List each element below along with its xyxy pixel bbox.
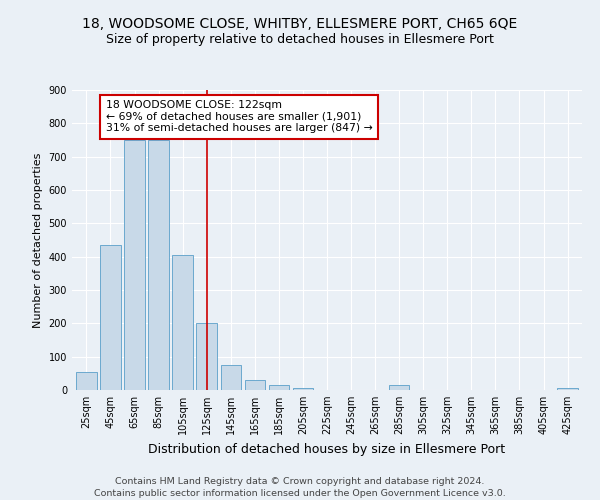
Text: 18 WOODSOME CLOSE: 122sqm
← 69% of detached houses are smaller (1,901)
31% of se: 18 WOODSOME CLOSE: 122sqm ← 69% of detac…	[106, 100, 373, 133]
Text: Size of property relative to detached houses in Ellesmere Port: Size of property relative to detached ho…	[106, 32, 494, 46]
Bar	[557, 388, 578, 390]
Y-axis label: Number of detached properties: Number of detached properties	[33, 152, 43, 328]
Bar	[389, 385, 409, 390]
Bar	[148, 140, 169, 390]
Bar	[269, 385, 289, 390]
Bar	[196, 324, 217, 390]
X-axis label: Distribution of detached houses by size in Ellesmere Port: Distribution of detached houses by size …	[148, 442, 506, 456]
Bar	[293, 388, 313, 390]
Bar	[100, 245, 121, 390]
Text: 18, WOODSOME CLOSE, WHITBY, ELLESMERE PORT, CH65 6QE: 18, WOODSOME CLOSE, WHITBY, ELLESMERE PO…	[82, 18, 518, 32]
Bar	[245, 380, 265, 390]
Bar	[221, 365, 241, 390]
Text: Contains HM Land Registry data © Crown copyright and database right 2024.
Contai: Contains HM Land Registry data © Crown c…	[94, 476, 506, 498]
Bar	[76, 372, 97, 390]
Bar	[124, 140, 145, 390]
Bar	[172, 255, 193, 390]
